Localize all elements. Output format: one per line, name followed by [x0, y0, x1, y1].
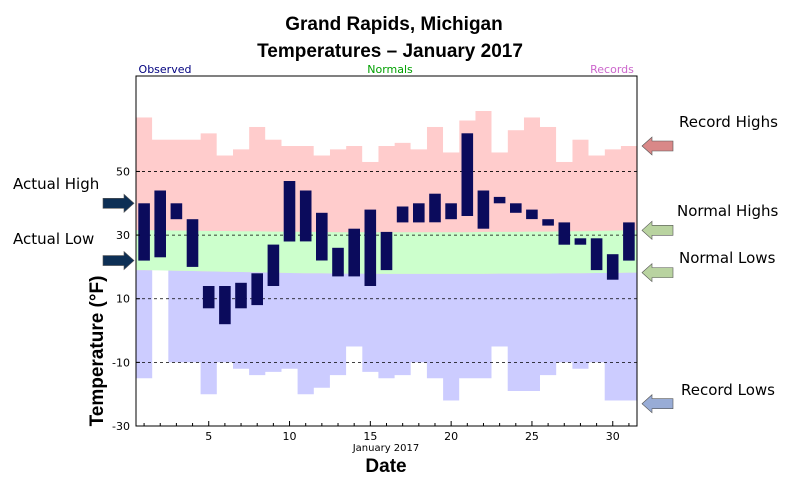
plot-area: -30 -10 10 30 50 5 10 15 20 25 30 [112, 75, 638, 443]
record-highs-mask [136, 76, 637, 162]
record-lows-arrow [641, 394, 674, 414]
x-tick-label: 25 [525, 430, 539, 443]
record-highs-arrow [641, 136, 674, 156]
x-tick-label: 5 [205, 430, 212, 443]
observed-bar-day-6 [219, 286, 231, 325]
y-tick-label: 30 [116, 229, 130, 242]
x-tick-label: 20 [444, 430, 458, 443]
observed-bar-day-31 [623, 222, 635, 261]
y-tick-label: 50 [116, 165, 130, 178]
y-tick-label: 10 [116, 293, 130, 306]
observed-bar-day-18 [413, 203, 425, 223]
chart-subtitle: Temperatures – January 2017 [257, 41, 523, 62]
x-tick-label: 10 [283, 430, 297, 443]
legend-normal-highs-label: Normal Highs [677, 202, 779, 220]
actual-low-arrow [102, 250, 135, 271]
observed-bar-day-11 [299, 190, 312, 242]
actual-high-arrow [102, 193, 135, 213]
observed-bar-day-16 [380, 231, 393, 271]
x-axis-label: Date [365, 456, 406, 477]
observed-bar-day-10 [283, 181, 296, 242]
y-tick-label: -30 [112, 420, 130, 433]
observed-bar-day-26 [542, 219, 554, 226]
observed-bar-day-2 [154, 190, 166, 258]
observed-bar-day-19 [429, 193, 441, 223]
observed-bar-day-20 [445, 203, 457, 220]
observed-bar-day-22 [477, 190, 490, 229]
legend-record-highs-label: Record Highs [679, 113, 778, 131]
observed-bar-day-7 [235, 282, 247, 309]
observed-bar-day-12 [316, 212, 328, 261]
legend-annotations: Actual High Actual Low Record Highs Norm… [13, 113, 779, 414]
observed-bar-day-4 [186, 219, 199, 267]
observed-bar-day-27 [558, 222, 571, 245]
observed-bar-day-1 [138, 203, 150, 261]
observed-bar-day-5 [202, 286, 215, 309]
y-tick-label: -10 [112, 356, 130, 369]
record-lows-mask [136, 266, 637, 426]
chart-title: Grand Rapids, Michigan [285, 14, 502, 35]
observed-bar-day-3 [170, 203, 183, 220]
legend-normal-lows-label: Normal Lows [679, 249, 776, 267]
legend-record-lows-label: Record Lows [681, 381, 775, 399]
observed-bar-day-8 [251, 273, 263, 306]
header-observed: Observed [139, 63, 192, 76]
legend-actual-high-label: Actual High [13, 175, 99, 193]
normal-highs-arrow [641, 220, 674, 240]
header-records: Records [590, 63, 634, 76]
observed-bar-day-30 [606, 254, 619, 280]
observed-bar-day-15 [364, 209, 377, 286]
y-axis-label: Temperature (°F) [87, 276, 108, 427]
observed-bar-day-13 [332, 247, 344, 277]
legend-actual-low-label: Actual Low [13, 230, 94, 248]
observed-bar-day-29 [590, 238, 603, 271]
normal-lows-arrow [641, 262, 674, 283]
observed-bar-day-28 [574, 238, 587, 245]
x-tick-label: 15 [363, 430, 377, 443]
observed-bar-day-14 [348, 228, 360, 277]
observed-bar-day-25 [526, 209, 538, 220]
observed-bar-day-23 [493, 196, 506, 204]
header-normals: Normals [367, 63, 413, 76]
x-axis-sublabel: January 2017 [352, 443, 420, 454]
observed-bar-day-17 [396, 206, 409, 223]
observed-bar-day-21 [461, 133, 474, 216]
observed-bar-day-9 [267, 244, 280, 286]
observed-bar-day-24 [510, 203, 522, 213]
x-tick-label: 30 [606, 430, 620, 443]
